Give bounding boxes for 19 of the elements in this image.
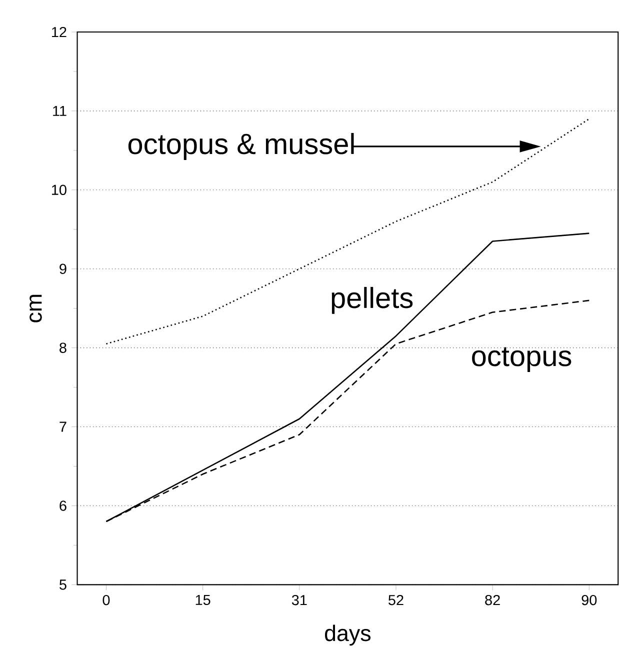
x-tick-label: 31 (292, 594, 307, 606)
y-tick-label: 11 (53, 106, 66, 116)
series-label: octopus (472, 347, 572, 372)
x-tick-label: 90 (582, 594, 597, 606)
text: octopus & mussel (128, 132, 354, 160)
y-tick-label: 10 (52, 184, 67, 196)
x-tick-label: 0 (102, 594, 110, 606)
y-tick-label: 9 (60, 264, 66, 274)
y-tick-label: 8 (60, 342, 66, 353)
y-tick-label: 5 (60, 580, 66, 590)
series-label: pellets (332, 286, 413, 314)
x-tick-label: 82 (485, 594, 500, 606)
y-tick-label: 6 (60, 500, 66, 511)
y-tick-label: 7 (60, 422, 66, 432)
x-axis-title: days (325, 624, 371, 646)
y-tick-label: 12 (52, 26, 66, 38)
x-tick-label: 52 (388, 594, 404, 606)
y-axis-title: cm (30, 294, 42, 322)
x-tick-label: 15 (196, 594, 210, 606)
